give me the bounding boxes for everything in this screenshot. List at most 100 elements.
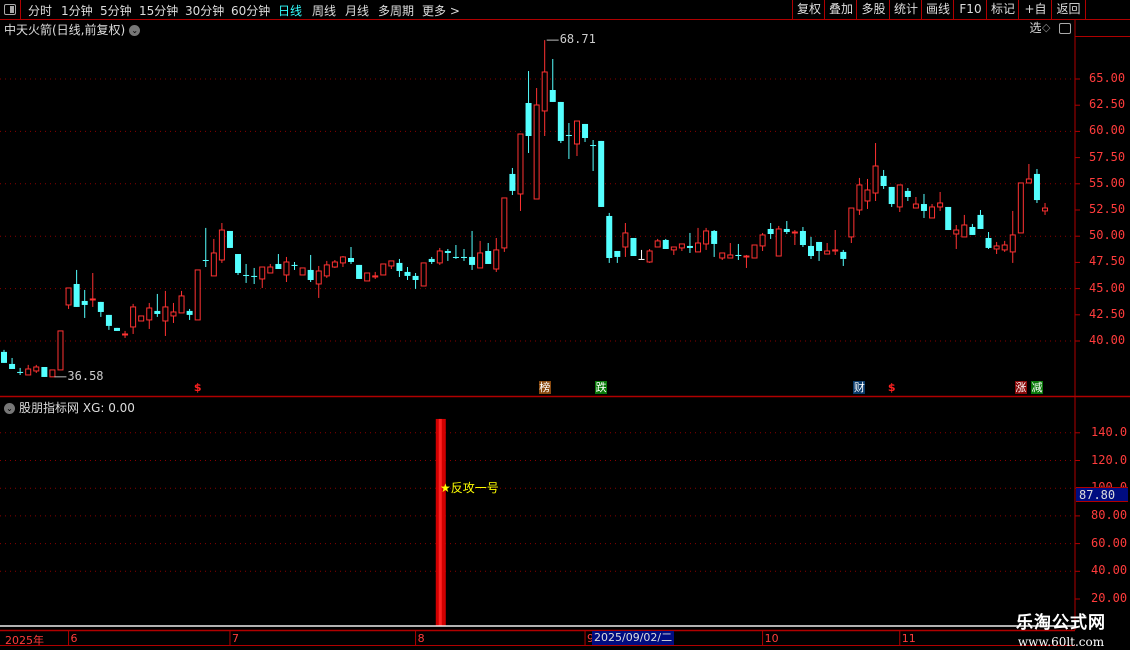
- candle-body-down: [41, 366, 48, 377]
- candle-body-up: [477, 252, 484, 269]
- event-marker[interactable]: 榜: [538, 381, 551, 394]
- indicator-tick-label: 40.00: [1091, 563, 1128, 578]
- period-tab-weekly[interactable]: 周线: [312, 4, 337, 18]
- candle-body-up: [25, 368, 32, 376]
- candle-body-up: [751, 244, 758, 259]
- f10-button[interactable]: F10: [953, 0, 987, 19]
- candle-body-down: [113, 327, 120, 331]
- candle-body-down: [880, 175, 887, 187]
- candle-body-down: [509, 173, 516, 191]
- candle-body-down: [307, 269, 314, 281]
- candle-body-up: [1025, 178, 1032, 184]
- event-marker[interactable]: 减: [1030, 381, 1043, 394]
- restore-rights-button[interactable]: 复权: [792, 0, 825, 19]
- watermark-title: 乐淘公式网: [1016, 613, 1106, 633]
- overlay-button[interactable]: 叠加: [824, 0, 857, 19]
- event-marker[interactable]: 跌: [595, 381, 608, 394]
- candle-body-up: [388, 260, 395, 267]
- candle-body-down: [557, 101, 564, 141]
- diamond-icon[interactable]: ◇: [1042, 21, 1051, 34]
- indicator-menu-icon[interactable]: ⌄: [4, 403, 15, 414]
- month-label: 10: [764, 632, 779, 645]
- multi-stock-button[interactable]: 多股: [856, 0, 890, 19]
- candle-body-up: [824, 250, 831, 255]
- candle-body-up: [259, 266, 266, 280]
- period-tab-5min[interactable]: 5分钟: [100, 4, 132, 18]
- candle-body-up: [33, 366, 40, 372]
- candle-body-down: [202, 259, 209, 261]
- period-tab-60min[interactable]: 60分钟: [231, 4, 271, 18]
- candle-body-down: [251, 275, 258, 277]
- candle-body-down: [808, 245, 814, 257]
- candle-body-up: [929, 206, 936, 219]
- candle-body-down: [404, 271, 411, 276]
- candle-body-up: [695, 242, 702, 253]
- candle-body-down: [81, 300, 88, 305]
- event-marker[interactable]: $: [887, 381, 896, 394]
- period-tab-daily[interactable]: 日线: [278, 4, 303, 18]
- candle-body-up: [1009, 234, 1016, 253]
- candle-body-down: [469, 256, 476, 265]
- period-tab-monthly[interactable]: 月线: [345, 4, 370, 18]
- event-marker[interactable]: $: [193, 381, 202, 394]
- period-tab-15min[interactable]: 15分钟: [139, 4, 179, 18]
- chevron-down-icon[interactable]: ⌄: [129, 25, 141, 36]
- candle-body-up: [937, 202, 944, 208]
- candle-body-down: [638, 258, 645, 260]
- candle-body-up: [775, 228, 782, 257]
- indicator-current-value: 87.80: [1076, 487, 1128, 502]
- candle-body-down: [9, 363, 16, 369]
- candle-body-up: [49, 369, 56, 378]
- candle-body-up: [573, 120, 580, 145]
- watermark: 乐淘公式网 www.60lt.com: [996, 608, 1126, 649]
- year-label: 2025年: [5, 634, 44, 647]
- price-tick-label: 50.00: [1089, 228, 1126, 243]
- period-tab-fenshi[interactable]: 分时: [28, 4, 53, 18]
- event-marker[interactable]: 财: [853, 381, 866, 394]
- period-tab-multi[interactable]: 多周期: [378, 4, 415, 18]
- candle-body-down: [816, 241, 823, 251]
- candle-body-down: [590, 145, 597, 147]
- price-tick-label: 65.00: [1089, 71, 1126, 85]
- statistics-button[interactable]: 统计: [889, 0, 922, 19]
- add-watchlist-button[interactable]: +自选: [1018, 0, 1052, 35]
- candle-body-up: [993, 245, 1000, 250]
- candle-body-up: [299, 267, 306, 276]
- event-marker[interactable]: 涨: [1014, 381, 1027, 394]
- candle-body-up: [170, 311, 177, 317]
- period-tab-1min[interactable]: 1分钟: [61, 4, 93, 18]
- candle-body-up: [832, 249, 839, 252]
- cursor-date: 2025/09/02/二: [592, 631, 675, 645]
- candle-body-down: [945, 206, 952, 231]
- panel-toggle-button[interactable]: [0, 0, 21, 19]
- period-tab-30min[interactable]: 30分钟: [185, 4, 225, 18]
- indicator-readout: XG: 0.00: [82, 401, 135, 415]
- candle-body-down: [985, 237, 992, 248]
- candle-body-up: [1017, 182, 1024, 234]
- annotation-high: 68.71: [559, 32, 596, 47]
- candle-body-down: [799, 230, 806, 246]
- candle-body-up: [372, 275, 379, 278]
- candle-body-down: [444, 250, 451, 253]
- month-label: 11: [901, 632, 916, 645]
- month-label: 9: [587, 632, 595, 645]
- price-tick-label: 55.00: [1089, 175, 1126, 190]
- month-label: 6: [70, 632, 78, 645]
- candle-body-down: [275, 263, 282, 270]
- candle-body-up: [364, 272, 371, 282]
- candle-body-down: [969, 226, 976, 235]
- candle-body-up: [315, 270, 322, 285]
- candle-body-down: [686, 245, 693, 248]
- xg-signal-bar-highlight: [438, 418, 442, 626]
- panel-layout-icon[interactable]: [1059, 23, 1071, 34]
- indicator-name: 股朋指标网: [19, 401, 80, 415]
- draw-line-button[interactable]: 画线: [921, 0, 954, 19]
- candle-body-down: [783, 228, 790, 233]
- back-button[interactable]: 返回: [1051, 0, 1086, 19]
- annotation-low: 36.58: [67, 368, 104, 383]
- mark-button[interactable]: 标记: [986, 0, 1019, 19]
- candle-body-down: [977, 214, 984, 229]
- candle-body-down: [614, 250, 621, 257]
- price-tick-label: 57.50: [1089, 149, 1126, 164]
- more-periods-button[interactable]: 更多 >: [422, 4, 460, 18]
